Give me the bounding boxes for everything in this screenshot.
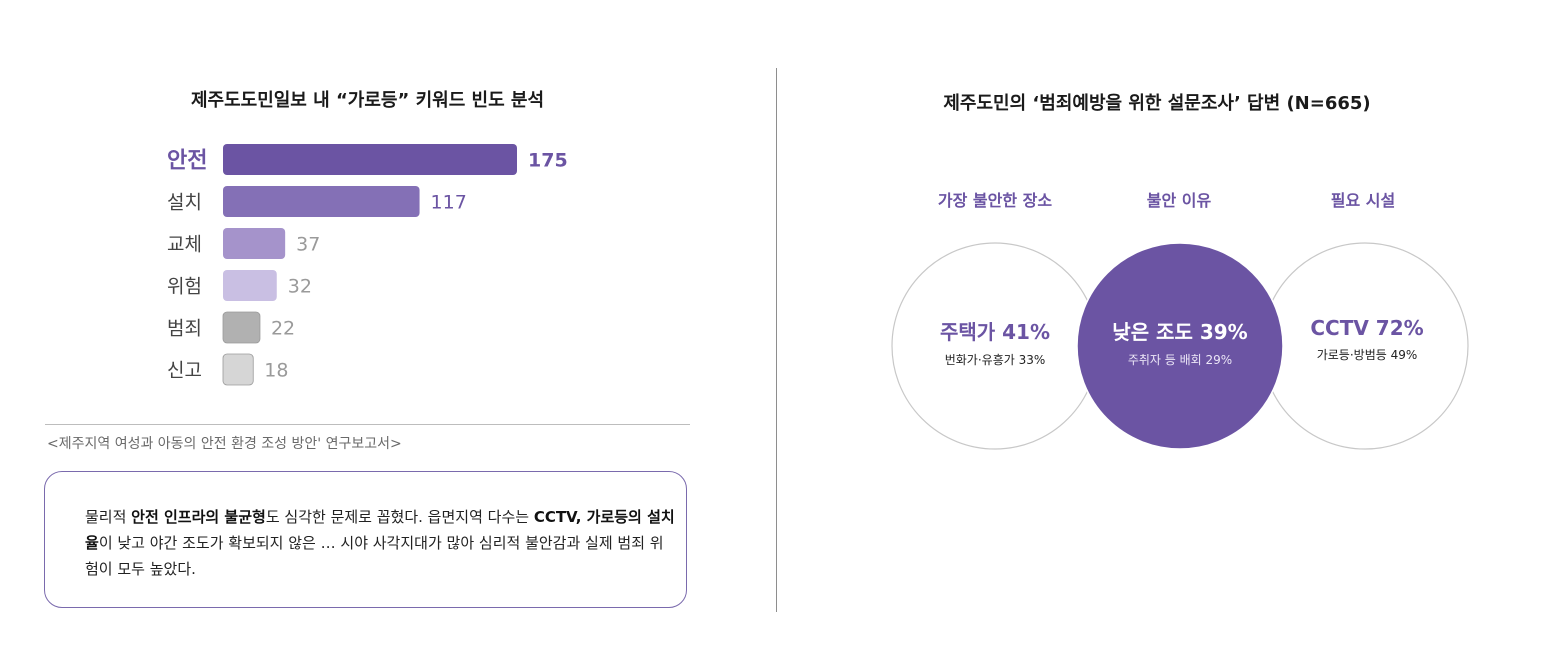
- value-label: 37: [296, 234, 320, 256]
- survey-panel: 제주도민의 ‘범죄예방을 위한 설문조사’ 답변 (N=665) 가장 불안한 …: [777, 0, 1544, 651]
- category-label: 신고: [167, 360, 202, 382]
- bar: [223, 186, 420, 217]
- bar: [223, 144, 517, 175]
- stat-main: CCTV 72%: [1310, 316, 1424, 340]
- category-label: 범죄: [167, 318, 202, 340]
- bar: [222, 311, 261, 344]
- value-label: 18: [264, 360, 288, 382]
- section-divider: [45, 424, 690, 425]
- stat-main: 주택가 41%: [939, 320, 1051, 344]
- circle-text-unsafe-place: 주택가 41% 번화가·유흥가 33%: [895, 316, 1095, 368]
- value-label: 175: [528, 150, 568, 172]
- circle-text-needed-facility: CCTV 72% 가로등·방범등 49%: [1267, 316, 1467, 363]
- column-label-needed-facility: 필요 시설: [1330, 191, 1396, 210]
- chart-title: 제주도도민일보 내 “가로등” 키워드 빈도 분석: [190, 90, 545, 111]
- survey-title: 제주도민의 ‘범죄예방을 위한 설문조사’ 답변 (N=665): [943, 93, 1371, 114]
- circle-anxiety-reason: [1076, 242, 1284, 450]
- bar: [223, 228, 286, 259]
- summary-box: 물리적 안전 인프라의 불균형도 심각한 문제로 꼽혔다. 읍면지역 다수는 C…: [44, 471, 687, 608]
- venn-circles: [891, 242, 1469, 450]
- value-label: 117: [431, 192, 467, 214]
- summary-bold-2: CCTV, 가로등의 설치율: [85, 508, 675, 552]
- category-label: 안전: [167, 149, 207, 174]
- stat-sub: 번화가·유흥가 33%: [944, 353, 1046, 367]
- stat-sub: 주취자 등 배회 29%: [1127, 353, 1233, 367]
- category-label: 위험: [167, 276, 202, 298]
- summary-text: 물리적 안전 인프라의 불균형도 심각한 문제로 꼽혔다. 읍면지역 다수는 C…: [85, 504, 675, 582]
- column-label-unsafe-place: 가장 불안한 장소: [937, 191, 1053, 210]
- circle-text-anxiety-reason: 낮은 조도 39% 주취자 등 배회 29%: [1080, 316, 1280, 368]
- summary-part-1: 물리적: [85, 508, 132, 526]
- bar: [222, 353, 254, 386]
- category-label: 설치: [167, 192, 202, 214]
- summary-part-2: 도 심각한 문제로 꼽혔다. 읍면지역 다수는: [265, 508, 534, 526]
- source-citation: <제주지역 여성과 아동의 안전 환경 조성 방안' 연구보고서>: [47, 436, 402, 452]
- vertical-divider: [776, 68, 777, 612]
- value-label: 32: [288, 276, 312, 298]
- column-label-anxiety-reason: 불안 이유: [1146, 191, 1212, 210]
- summary-part-3: 이 낮고 야간 조도가 확보되지 않은 … 시야 사각지대가 많아 심리적 불안…: [85, 534, 664, 578]
- stat-main: 낮은 조도 39%: [1112, 320, 1248, 344]
- value-label: 22: [271, 318, 295, 340]
- bar: [223, 270, 277, 301]
- keyword-frequency-panel: 제주도도민일보 내 “가로등” 키워드 빈도 분석 안전 175 설치 117 교체 37…: [44, 90, 690, 608]
- category-label: 교체: [167, 234, 202, 256]
- stat-sub: 가로등·방범등 49%: [1316, 348, 1418, 362]
- bar-chart: 안전 175 설치 117 교체 37 위험 32 범죄 22 신고 18: [167, 144, 568, 386]
- summary-bold-1: 안전 인프라의 불균형: [131, 508, 266, 526]
